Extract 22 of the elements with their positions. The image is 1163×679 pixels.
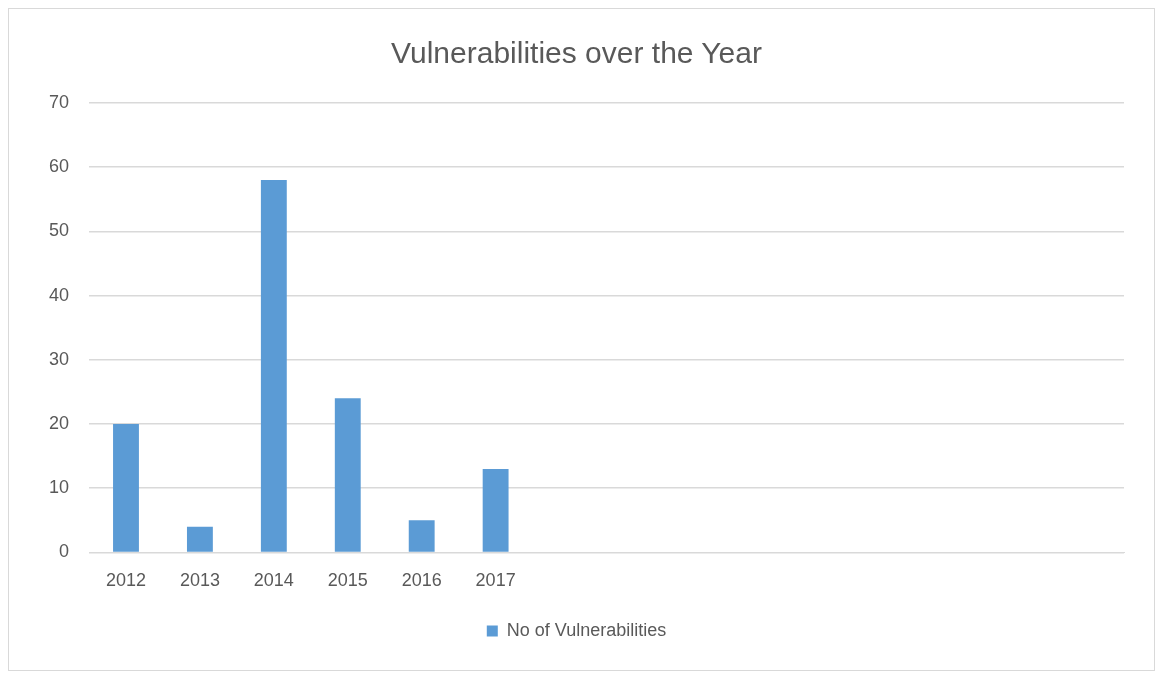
y-tick-label: 40 (48, 284, 70, 305)
x-tick-label: 2012 (105, 570, 147, 591)
y-tick-label: 70 (48, 91, 70, 112)
bar (260, 180, 287, 552)
chart-title: Vulnerabilities over the Year (391, 36, 762, 70)
bar (408, 520, 435, 552)
bar (482, 468, 509, 552)
x-tick-label: 2017 (475, 570, 516, 591)
y-tick-label: 20 (48, 412, 70, 433)
bar (113, 424, 139, 552)
y-tick-label: 50 (48, 220, 70, 241)
x-tick-label: 2014 (253, 570, 294, 591)
y-tick-label: 0 (59, 541, 70, 562)
x-tick-label: 2013 (179, 570, 220, 591)
x-tick-label: 2015 (327, 570, 368, 591)
y-tick-label: 30 (48, 348, 70, 369)
y-tick-label: 10 (48, 477, 70, 498)
legend-label: No of Vulnerabilities (506, 619, 667, 640)
bar (334, 398, 361, 552)
bar (186, 526, 213, 552)
y-tick-label: 60 (48, 156, 70, 177)
x-tick-label: 2016 (401, 570, 442, 591)
